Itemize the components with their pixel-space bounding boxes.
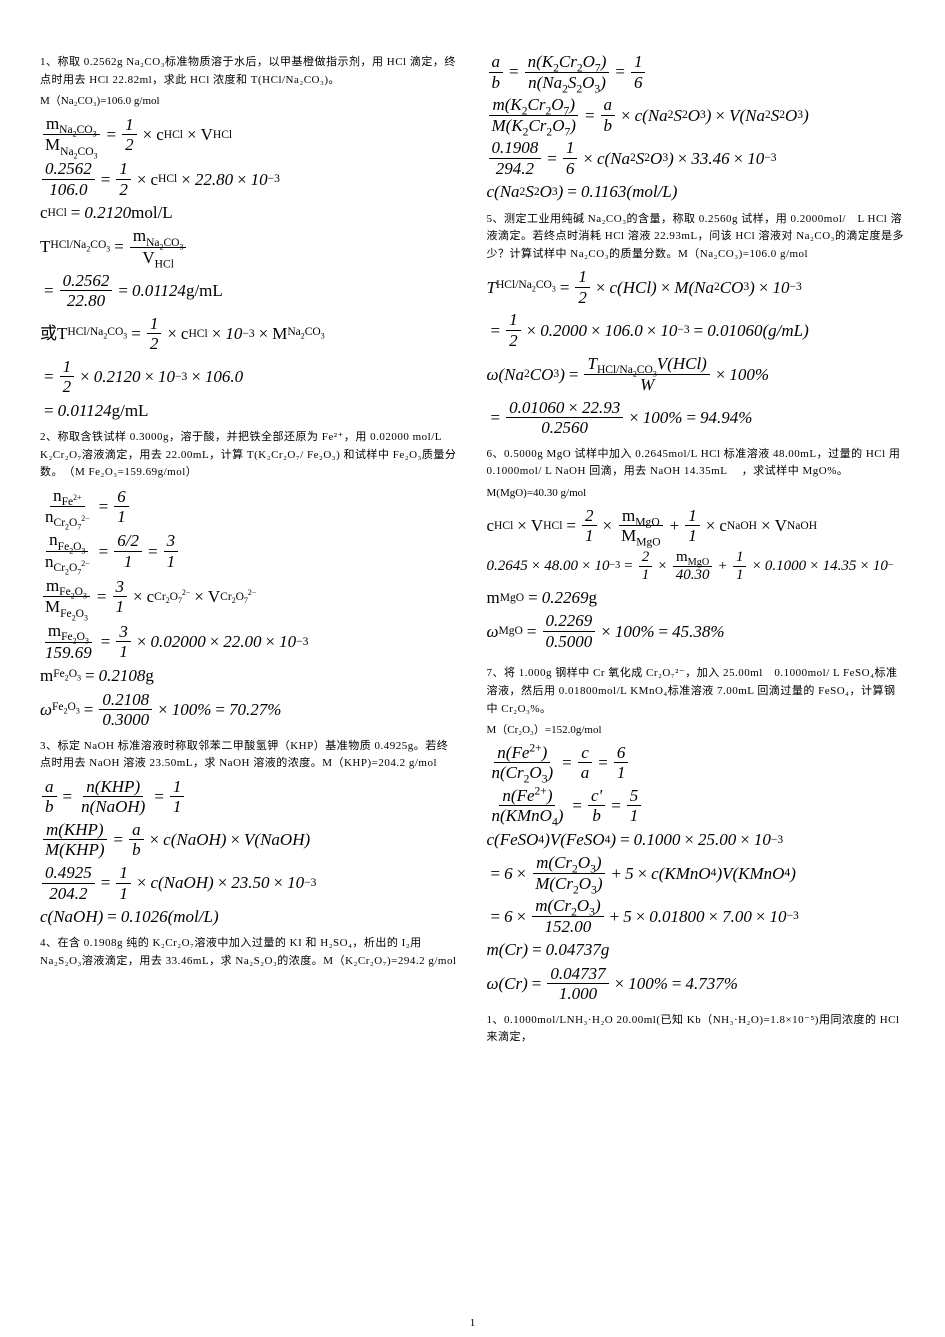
problem-7-text: 7、将 1.000g 钢样中 Cr 氧化成 Cr₂O₇²⁻，加入 25.00ml… bbox=[487, 665, 906, 718]
problem-3-equations: ab= n(KHP)n(NaOH)= 11 m(KHP)M(KHP)= ab ×… bbox=[40, 777, 459, 928]
problem-7-equations: n(Fe2+)n(Cr2O3) =ca =61 n(Fe2+)n(KMnO4) … bbox=[487, 743, 906, 1004]
problem-8-text: 1、0.1000mol/LNH₃·H₂O 20.00ml(已知 Kb（NH₃·H… bbox=[487, 1012, 906, 1047]
right-column: ab= n(K2Cr2O7)n(Na2S2O3) =16 m(K2Cr2O7)M… bbox=[487, 48, 906, 1051]
page-number: 1 bbox=[470, 1317, 476, 1329]
problem-3-text: 3、标定 NaOH 标准溶液时称取邻苯二甲酸氢钾（KHP）基准物质 0.4925… bbox=[40, 738, 459, 773]
problem-1-text: 1、称取 0.2562g Na₂CO₃标准物质溶于水后，以甲基橙做指示剂，用 H… bbox=[40, 54, 459, 89]
problem-6-mw: M(MgO)=40.30 g/mol bbox=[487, 485, 906, 502]
problem-4-text: 4、在含 0.1908g 纯的 K₂Cr₂O₇溶液中加入过量的 KI 和 H₂S… bbox=[40, 935, 459, 970]
problem-5-equations: THCl/Na2CO3= 12 ×c(HCl)×M(Na2CO3)×10−3 =… bbox=[487, 267, 906, 438]
problem-7-mw: M（Cr₂O₃）=152.0g/mol bbox=[487, 722, 906, 739]
problem-6-equations: cHCl×VHCl= 21× mMgOMMgO +11 ×cNaOH×VNaOH… bbox=[487, 506, 906, 652]
problem-1-equations: mNa2CO3MNa2CO3 = 12 ×cHCl×VHCl 0.2562106… bbox=[40, 114, 459, 422]
problem-5-text: 5、测定工业用纯碱 Na₂CO₃的含量，称取 0.2560g 试样，用 0.20… bbox=[487, 211, 906, 264]
problem-2-text: 2、称取含铁试样 0.3000g，溶于酸，并把铁全部还原为 Fe²⁺，用 0.0… bbox=[40, 429, 459, 482]
left-column: 1、称取 0.2562g Na₂CO₃标准物质溶于水后，以甲基橙做指示剂，用 H… bbox=[40, 48, 459, 1051]
problem-2-equations: nFe2+nCr2O72− =61 nFe2O3nCr2O72− =6/21 =… bbox=[40, 486, 459, 730]
problem-6-text: 6、0.5000g MgO 试样中加入 0.2645mol/L HCl 标准溶液… bbox=[487, 446, 906, 481]
problem-4-equations: ab= n(K2Cr2O7)n(Na2S2O3) =16 m(K2Cr2O7)M… bbox=[487, 52, 906, 203]
problem-1-mw: M（Na₂CO₃)=106.0 g/mol bbox=[40, 93, 459, 110]
